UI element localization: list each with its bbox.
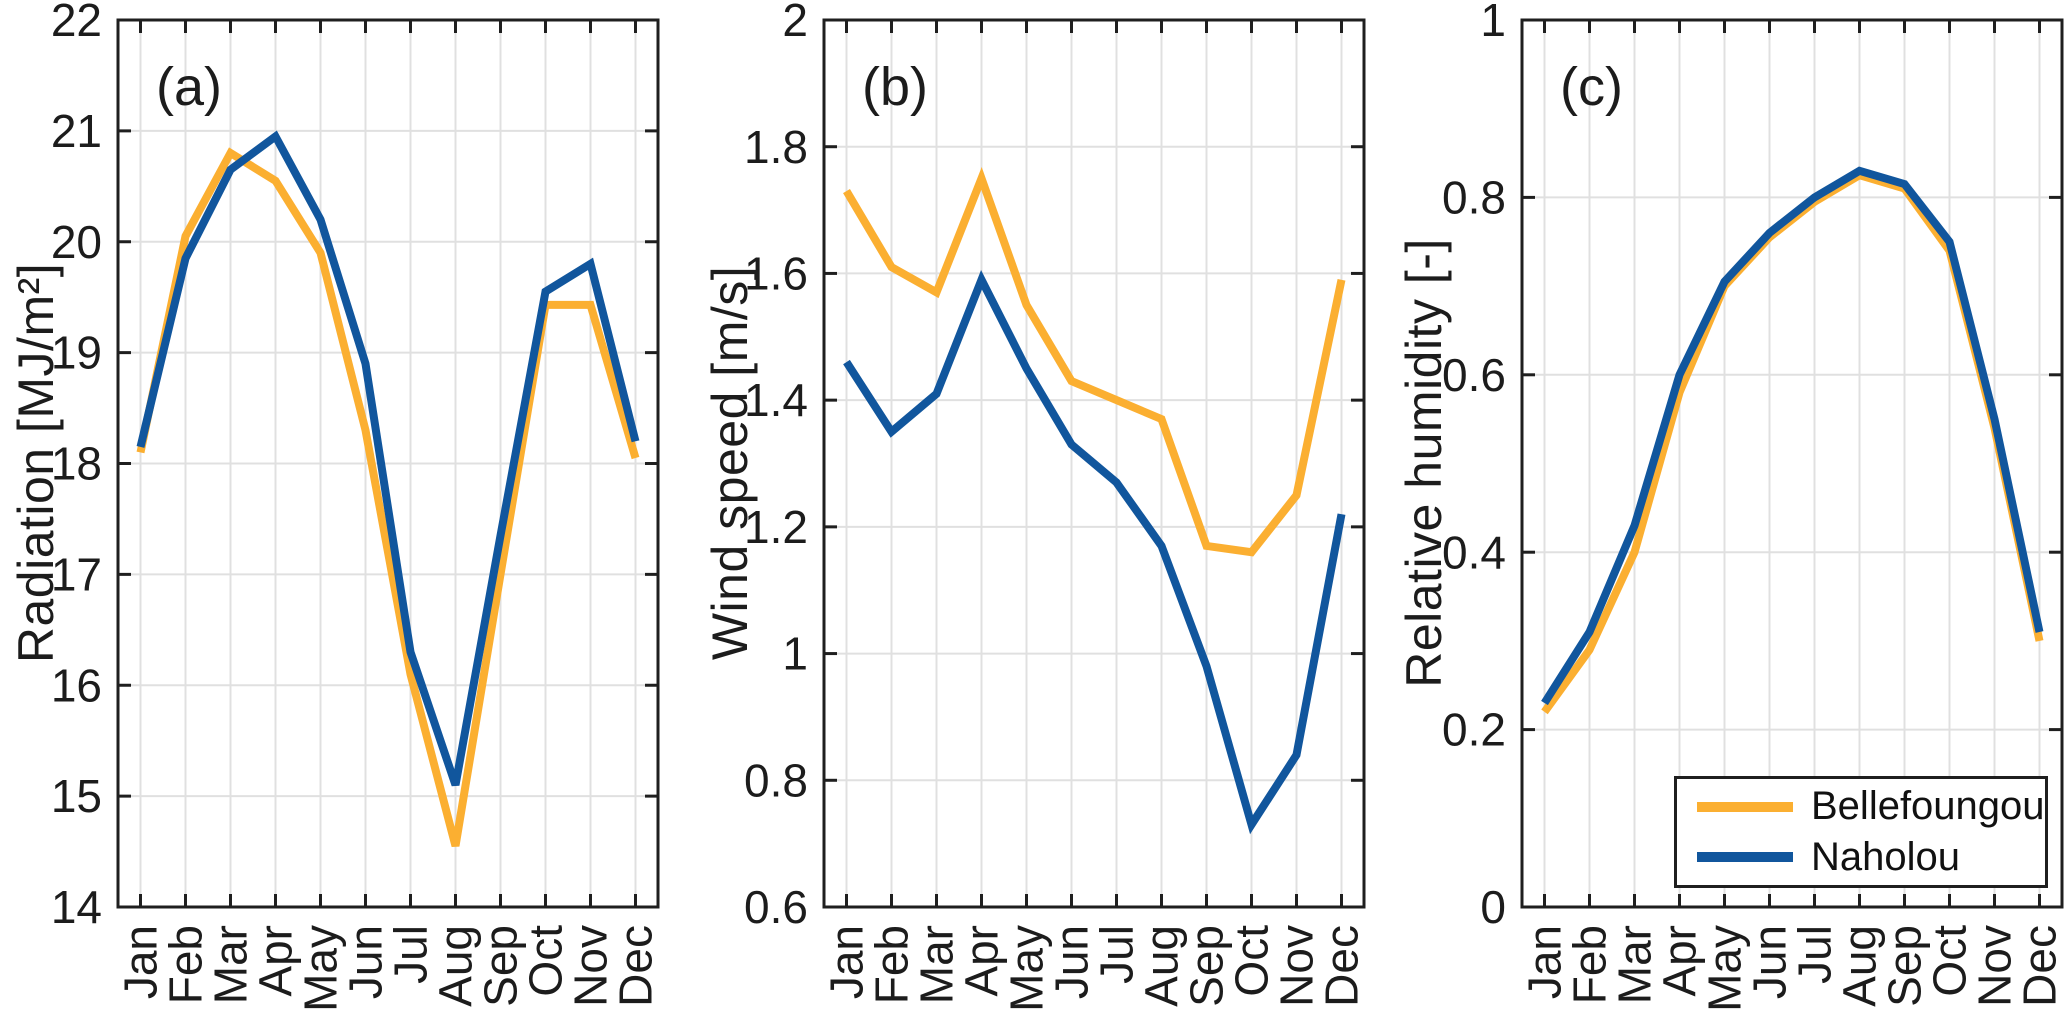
y-tick-label: 15 (51, 770, 102, 822)
panel-b: 0.6 0.8 1 1.2 1.4 1.6 1.8 2 JanFebMarAprMayJunJu… (744, 0, 1368, 1012)
month-label: May (1001, 925, 1053, 1012)
month-label: Jun (340, 925, 392, 999)
y-tick-label: 22 (51, 0, 102, 46)
y-tick-label: 1.6 (744, 248, 808, 300)
panel-c: 0 0.2 0.4 0.6 0.8 1 JanFebMarAprMayJunJulAugSe… (1442, 0, 2066, 1012)
panel-letter-b: (b) (862, 57, 928, 117)
y-tick-label: 0.4 (1442, 526, 1506, 578)
month-label: Sep (1879, 925, 1931, 1007)
month-label: Jun (1744, 925, 1796, 999)
series-line-naholou (843, 270, 1346, 835)
y-tick-label: 16 (51, 659, 102, 711)
month-label: Dec (1316, 925, 1368, 1007)
y-tick-label: 0 (1480, 881, 1506, 933)
month-label: Oct (1226, 925, 1278, 997)
axes-box (1520, 18, 2064, 909)
y-tick-label: 0.6 (744, 881, 808, 933)
legend-label-bellefoungou: Bellefoungou (1811, 784, 2045, 829)
legend: Bellefoungou Naholou (1674, 776, 2048, 888)
month-label: Apr (956, 925, 1008, 997)
month-label: Oct (1924, 925, 1976, 997)
y-axis-label-radiation: Radiation [MJ/m²] (8, 262, 64, 664)
month-label: Feb (1564, 925, 1616, 1004)
month-label: Nov (565, 925, 617, 1007)
y-axis-label-wind-speed: Wind speed [m/s] (702, 265, 758, 661)
legend-label-naholou: Naholou (1811, 834, 1961, 879)
axes-box (822, 18, 1366, 909)
y-tick-label: 1 (782, 628, 808, 680)
month-label: Aug (1136, 925, 1188, 1007)
month-label: Jan (115, 925, 167, 999)
month-label: Sep (475, 925, 527, 1007)
month-label: Jul (385, 925, 437, 984)
series-line-bellefoungou (136, 147, 640, 848)
month-label: Aug (430, 925, 482, 1007)
month-label: Mar (911, 925, 963, 1004)
month-label: Dec (610, 925, 662, 1007)
month-label: Feb (866, 925, 918, 1004)
series-line-bellefoungou (843, 167, 1346, 557)
y-tick-label: 20 (51, 216, 102, 268)
month-label: Nov (1271, 925, 1323, 1007)
panel-a: 14 15 16 17 18 19 20 21 22 JanFebMarAprMayJunJulA… (51, 0, 662, 1012)
y-tick-label: 1.2 (744, 501, 808, 553)
panel-letter-c: (c) (1560, 57, 1623, 117)
y-axis-label-relative-humidity: Relative humidity [-] (1396, 238, 1452, 688)
y-tick-label: 0.6 (1442, 349, 1506, 401)
month-label: Oct (520, 925, 572, 997)
legend-swatch-bellefoungou (1697, 801, 1793, 812)
month-label: Jan (821, 925, 873, 999)
y-tick-label: 1 (1480, 0, 1506, 46)
y-tick-label: 17 (51, 548, 102, 600)
month-label: Jul (1091, 925, 1143, 984)
series-line-bellefoungou (1541, 170, 2044, 715)
legend-row-bellefoungou: Bellefoungou (1697, 784, 2045, 829)
series-line-naholou (1541, 166, 2044, 706)
y-tick-label: 21 (51, 105, 102, 157)
month-label: May (1699, 925, 1751, 1012)
month-label: Aug (1834, 925, 1886, 1007)
y-tick-label: 19 (51, 327, 102, 379)
month-label: Mar (205, 925, 257, 1004)
series-line-naholou (136, 130, 640, 787)
y-tick-label: 0.2 (1442, 704, 1506, 756)
y-tick-label: 1.4 (744, 374, 808, 426)
y-tick-label: 0.8 (1442, 172, 1506, 224)
legend-swatch-naholou (1697, 852, 1793, 863)
month-label: Mar (1609, 925, 1661, 1004)
y-tick-label: 2 (782, 0, 808, 46)
month-label: Nov (1969, 925, 2021, 1007)
month-label: Feb (160, 925, 212, 1004)
month-label: Apr (1654, 925, 1706, 997)
y-tick-label: 0.8 (744, 754, 808, 806)
month-label: Jul (1789, 925, 1841, 984)
panel-letter-a: (a) (156, 57, 222, 117)
y-tick-label: 14 (51, 881, 102, 933)
y-tick-label: 18 (51, 438, 102, 490)
month-label: Apr (250, 925, 302, 997)
month-label: Jun (1046, 925, 1098, 999)
month-label: Dec (2014, 925, 2066, 1007)
month-label: Jan (1519, 925, 1571, 999)
y-tick-label: 1.8 (744, 121, 808, 173)
month-label: May (295, 925, 347, 1012)
month-label: Sep (1181, 925, 1233, 1007)
legend-row-naholou: Naholou (1697, 835, 2045, 880)
